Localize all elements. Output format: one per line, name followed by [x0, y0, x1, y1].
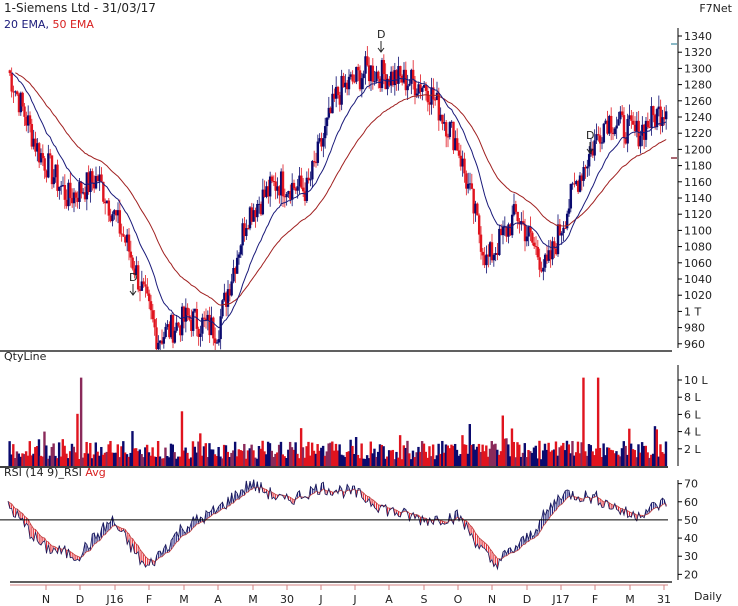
rsi-avg-label: Avg — [85, 466, 106, 479]
price-tick-label: 1020 — [684, 289, 712, 302]
legend-ema20: 20 EMA — [4, 18, 46, 31]
price-tick-label: 1320 — [684, 46, 712, 59]
divergence-marker: D — [377, 28, 385, 41]
price-tick-label: 1340 — [684, 30, 712, 43]
price-tick-label: 1120 — [684, 208, 712, 221]
chart-title: 1-Siemens Ltd - 31/03/17 — [4, 1, 156, 15]
x-tick-label: 31 — [657, 593, 671, 606]
volume-panel-label: QtyLine — [4, 350, 47, 363]
price-tick-label: 980 — [684, 322, 705, 335]
x-tick-label: J — [318, 593, 322, 606]
rsi-tick-label: 20 — [684, 568, 698, 581]
divergence-marker: D — [586, 129, 594, 142]
price-tick-label: 1180 — [684, 160, 712, 173]
price-tick-label: 1200 — [684, 143, 712, 156]
x-tick-label: J17 — [551, 593, 569, 606]
volume-tick-label: 2 L — [684, 443, 701, 456]
price-tick-label: 1280 — [684, 79, 712, 92]
price-tick-label: 1300 — [684, 62, 712, 75]
x-tick-label: S — [421, 593, 428, 606]
volume-tick-label: 10 L — [684, 374, 708, 387]
x-tick-label: M — [248, 593, 258, 606]
rsi-tick-label: 40 — [684, 532, 698, 545]
ema-legend: 20 EMA, 50 EMA — [4, 18, 94, 31]
x-tick-label: A — [214, 593, 222, 606]
legend-ema50: 50 EMA — [52, 18, 94, 31]
period-label: Daily — [694, 590, 722, 603]
rsi-panel-label: RSI (14 9)_RSI Avg — [4, 466, 106, 479]
price-tick-label: 1160 — [684, 176, 712, 189]
x-tick-label: D — [523, 593, 531, 606]
x-tick-label: N — [488, 593, 496, 606]
price-tick-label: 1100 — [684, 224, 712, 237]
legend-separator: , — [45, 18, 53, 31]
x-tick-label: J — [352, 593, 356, 606]
price-tick-label: 1 T — [684, 305, 701, 318]
rsi-line — [7, 479, 667, 571]
x-tick-label: J16 — [105, 593, 123, 606]
x-tick-label: A — [385, 593, 393, 606]
x-tick-label: F — [146, 593, 152, 606]
rsi-tick-label: 70 — [684, 478, 698, 491]
x-tick-label: M — [625, 593, 635, 606]
volume-tick-label: 4 L — [684, 426, 701, 439]
price-tick-label: 1060 — [684, 257, 712, 270]
volume-bars — [8, 377, 668, 466]
x-tick-label: N — [42, 593, 50, 606]
divergence-marker: D — [129, 271, 137, 284]
volume-tick-label: 8 L — [684, 391, 701, 404]
rsi-tick-label: 50 — [684, 514, 698, 527]
price-tick-label: 1080 — [684, 241, 712, 254]
rsi-tick-label: 30 — [684, 550, 698, 563]
candlesticks — [8, 46, 668, 350]
x-tick-label: O — [454, 593, 463, 606]
ema50-line — [15, 72, 667, 306]
ema20-line — [11, 72, 667, 329]
volume-tick-label: 6 L — [684, 408, 701, 421]
x-tick-label: 30 — [280, 593, 294, 606]
price-tick-label: 1220 — [684, 127, 712, 140]
price-tick-label: 1140 — [684, 192, 712, 205]
x-tick-label: D — [76, 593, 84, 606]
price-tick-label: 1040 — [684, 273, 712, 286]
price-tick-label: 1260 — [684, 95, 712, 108]
x-tick-label: F — [592, 593, 598, 606]
rsi-tick-label: 60 — [684, 496, 698, 509]
price-tick-label: 1240 — [684, 111, 712, 124]
price-tick-label: 960 — [684, 338, 705, 351]
x-tick-label: M — [179, 593, 189, 606]
rsi-label: RSI (14 9)_RSI — [4, 466, 82, 479]
brand-label: F7Net — [699, 2, 732, 15]
